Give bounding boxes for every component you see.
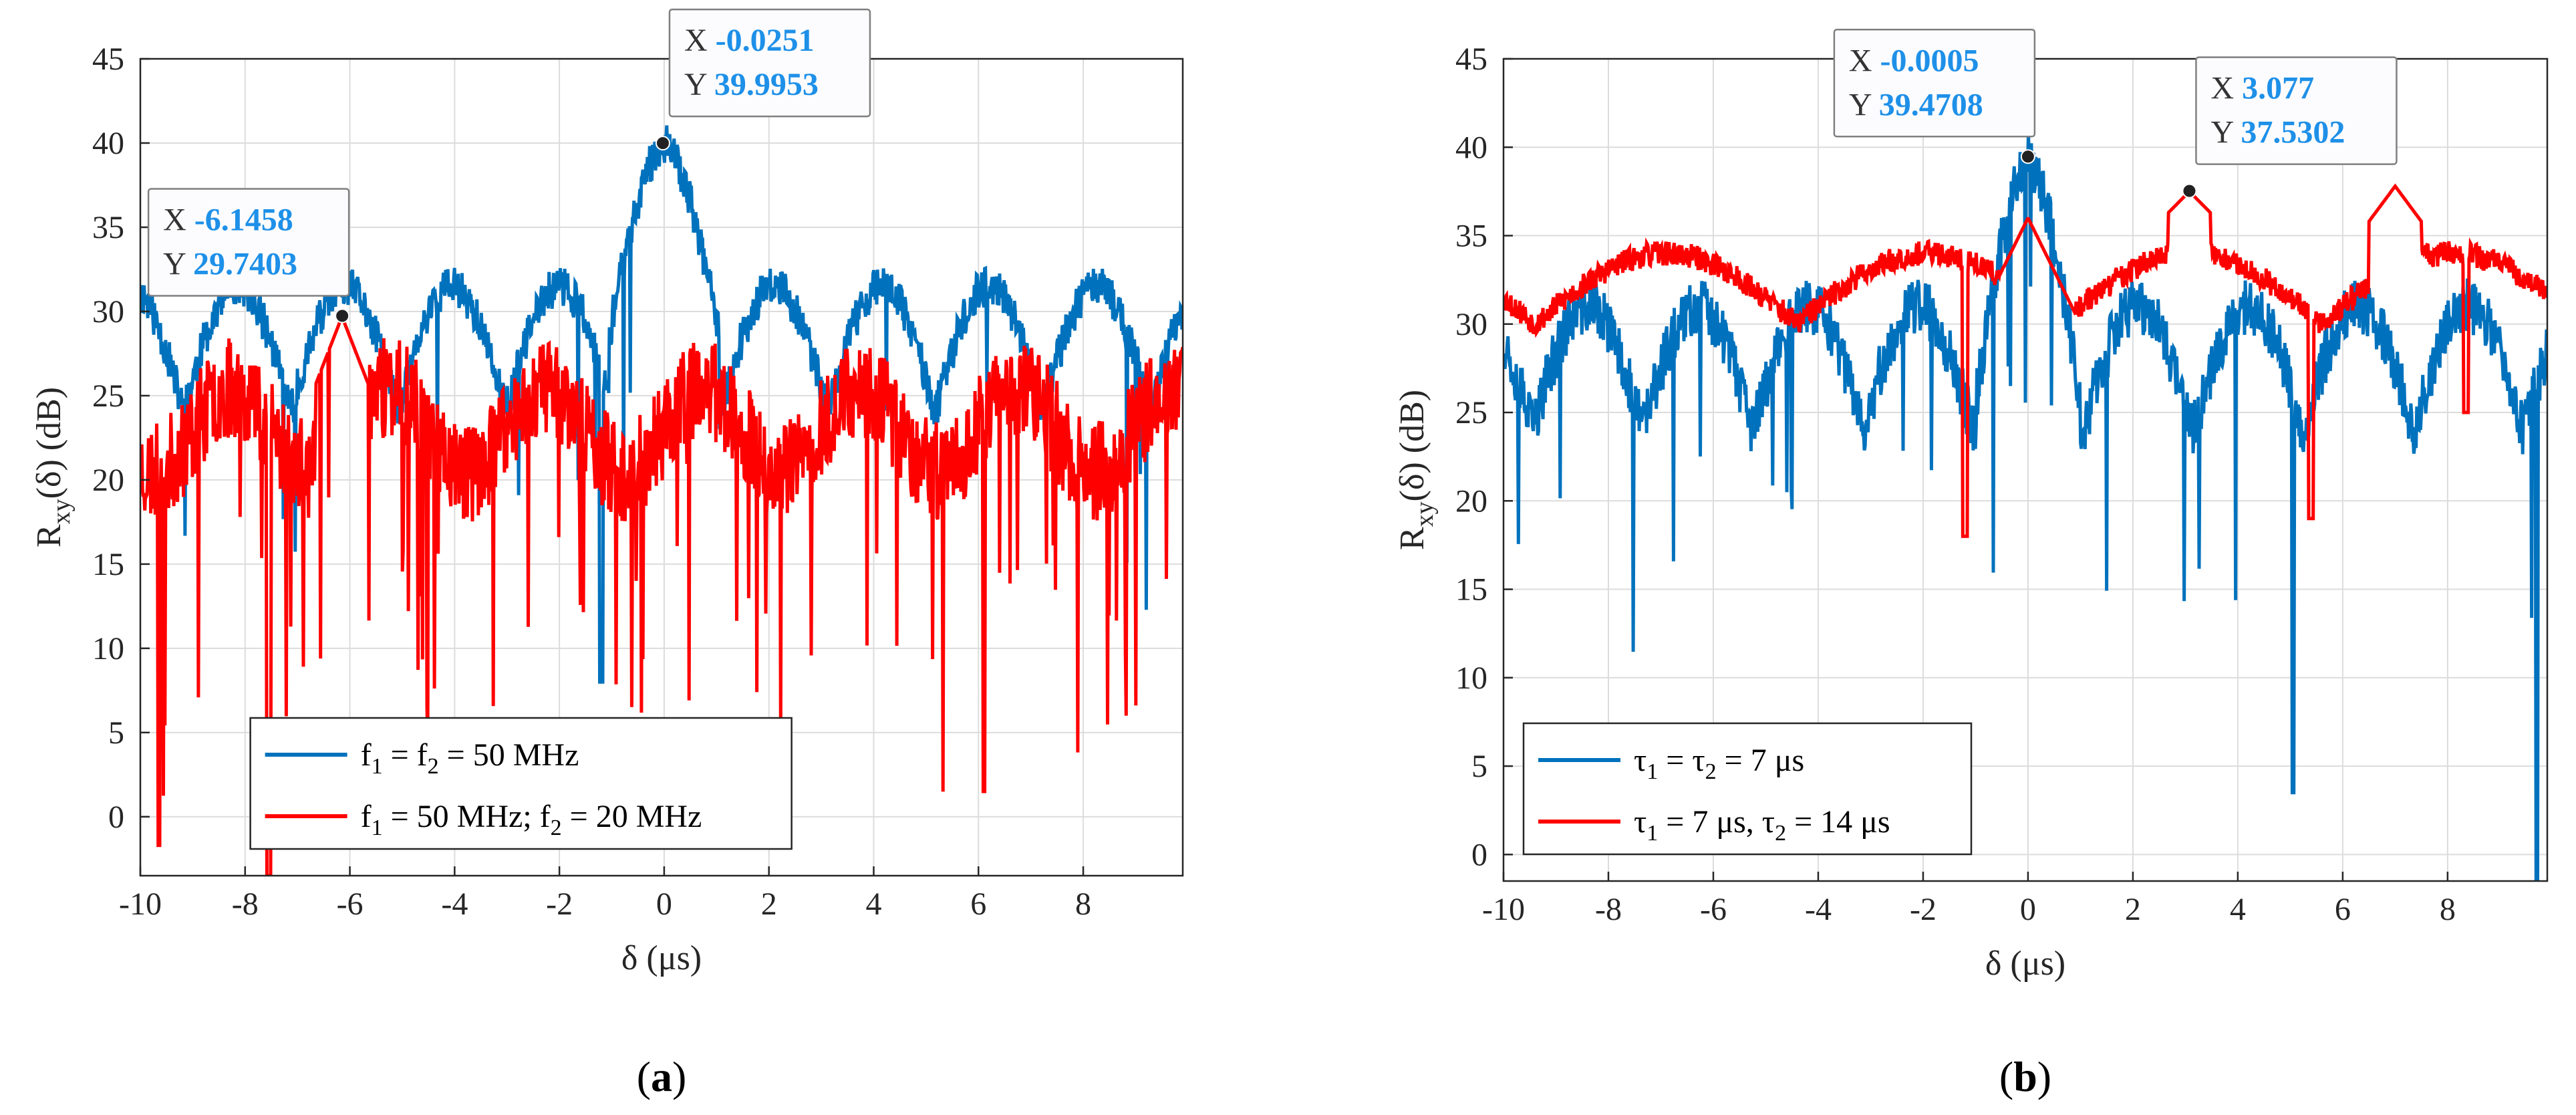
datatip-x-row: X -0.0251 <box>684 23 815 58</box>
datatip-1: X -0.0005 Y 39.4708 <box>1833 29 2036 164</box>
datatip-y-row: Y 29.7403 <box>163 246 297 281</box>
datatip-x-row: X 3.077 <box>2210 71 2314 106</box>
x-tick-label: 0 <box>656 886 672 922</box>
y-axis-label: Rxy(δ) (dB) <box>1393 390 1439 550</box>
y-label-main: R <box>1393 527 1431 550</box>
y-tick-label: 0 <box>1471 837 1487 872</box>
series-line-2 <box>1504 183 2547 538</box>
x-tick-label: 4 <box>865 886 881 922</box>
datatip-x-row: X -0.0005 <box>1849 43 1979 78</box>
y-tick-label: 5 <box>108 715 124 751</box>
datatip-marker <box>2182 183 2197 199</box>
datatip-marker <box>2020 149 2035 164</box>
legend-entry-2: τ1 = 7 μs, τ2 = 14 μs <box>1634 804 1890 846</box>
y-tick-label: 20 <box>92 463 124 498</box>
datatip-y-row: Y 37.5302 <box>2210 115 2345 150</box>
x-axis-label: δ (μs) <box>621 939 702 977</box>
x-tick-label: -10 <box>119 886 162 922</box>
legend-entry-1: f1 = f2 = 50 MHz <box>361 737 579 779</box>
chart-a: -10 -8 -6 -4 -2 0 2 4 6 8 0 5 10 15 20 25 30 35 40 45 δ (μs)… <box>30 8 1184 1100</box>
legend-entry-1: τ1 = τ2 = 7 μs <box>1634 743 1804 784</box>
datatip-marker <box>335 308 350 324</box>
y-tick-label: 15 <box>1455 572 1487 608</box>
y-tick-label: 40 <box>92 126 124 161</box>
x-tick-label: -6 <box>337 886 364 922</box>
axes-box <box>139 57 1184 877</box>
y-tick-label: 30 <box>1455 307 1487 342</box>
y-tick-label: 5 <box>1471 749 1487 784</box>
x-tick-label: 6 <box>970 886 986 922</box>
y-tick-label: 35 <box>1455 219 1487 254</box>
panel-caption: (b) <box>1999 1053 2051 1100</box>
datatip-box <box>1833 29 2036 138</box>
datatip-y-row: Y 39.4708 <box>1849 87 1983 122</box>
datatip-x-row: X -6.1458 <box>163 202 293 237</box>
datatip-box <box>668 8 871 118</box>
legend-box <box>1522 722 1973 856</box>
series-line-1 <box>1504 132 2547 881</box>
x-tick-label: 4 <box>2230 892 2246 927</box>
datatip-2: X -6.1458 Y 29.7403 <box>147 188 350 324</box>
x-tick-label: 2 <box>761 886 777 922</box>
y-tick-label: 45 <box>92 41 124 77</box>
x-tick-label: -2 <box>1910 892 1937 927</box>
y-label-main: R <box>30 524 68 547</box>
series-line-2 <box>140 312 1183 876</box>
datatip-box <box>147 188 350 297</box>
x-tick-label: 0 <box>2020 892 2036 927</box>
x-tick-label: -8 <box>232 886 259 922</box>
y-tick-label: 25 <box>1455 395 1487 430</box>
x-tick-label: -8 <box>1595 892 1622 927</box>
y-label-rest: (δ) (dB) <box>1393 390 1431 501</box>
y-axis-label: Rxy(δ) (dB) <box>30 387 76 547</box>
chart-b: -10 -8 -6 -4 -2 0 2 4 6 8 0 5 10 15 20 25 30 35 40 45 δ (μs)… <box>1393 29 2549 1100</box>
datatip-1: X -0.0251 Y 39.9953 <box>655 8 871 151</box>
y-tick-label: 15 <box>92 547 124 582</box>
legend-entry-2: f1 = 50 MHz; f2 = 20 MHz <box>361 799 702 840</box>
y-tick-label: 30 <box>92 294 124 330</box>
y-tick-label: 35 <box>92 210 124 245</box>
x-tick-label: 2 <box>2125 892 2141 927</box>
x-tick-label: 8 <box>2440 892 2456 927</box>
panel-caption: (a) <box>637 1053 687 1100</box>
x-tick-label: -10 <box>1482 892 1525 927</box>
datatip-box <box>2195 56 2398 165</box>
datatip-y-row: Y 39.9953 <box>684 67 819 102</box>
y-tick-label: 40 <box>1455 130 1487 165</box>
x-tick-label: -4 <box>1805 892 1832 927</box>
y-label-rest: (δ) (dB) <box>30 387 68 499</box>
x-tick-label: -6 <box>1700 892 1727 927</box>
datatip-2: X 3.077 Y 37.5302 <box>2182 56 2398 199</box>
y-tick-label: 25 <box>92 378 124 414</box>
y-tick-label: 0 <box>108 799 124 835</box>
legend: τ1 = τ2 = 7 μs τ1 = 7 μs, τ2 = 14 μs <box>1522 722 1973 856</box>
legend-box <box>249 717 793 850</box>
y-tick-label: 10 <box>92 631 124 666</box>
x-tick-label: -4 <box>441 886 468 922</box>
y-label-sub: xy <box>1411 501 1439 527</box>
datatip-marker <box>655 136 670 151</box>
y-tick-label: 20 <box>1455 483 1487 519</box>
x-tick-label: 8 <box>1075 886 1091 922</box>
legend: f1 = f2 = 50 MHz f1 = 50 MHz; f2 = 20 MHz <box>249 717 793 850</box>
y-label-sub: xy <box>47 499 76 524</box>
x-tick-label: -2 <box>546 886 573 922</box>
x-tick-label: 6 <box>2335 892 2351 927</box>
x-axis-label: δ (μs) <box>1985 945 2065 983</box>
y-tick-label: 45 <box>1455 41 1487 77</box>
y-tick-label: 10 <box>1455 660 1487 696</box>
